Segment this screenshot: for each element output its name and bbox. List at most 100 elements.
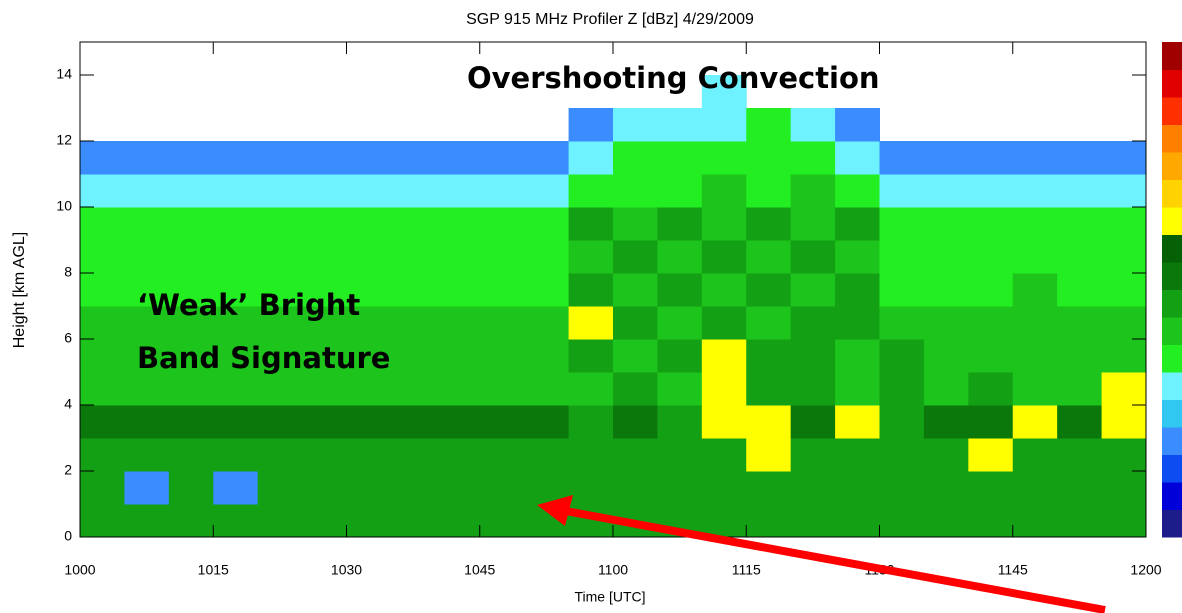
heat-cell	[568, 141, 614, 175]
heat-cell	[168, 339, 214, 373]
x-tick-label: 1030	[331, 562, 362, 578]
heat-cell	[302, 438, 347, 472]
annotation: Overshooting Convection	[467, 61, 880, 95]
heat-cell	[390, 339, 436, 373]
heat-cell	[968, 240, 1014, 274]
heat-cell	[1101, 306, 1147, 340]
colorbar-swatch	[1162, 42, 1182, 70]
heat-cell	[1012, 174, 1058, 208]
heat-cell	[302, 339, 347, 373]
heat-cell	[790, 372, 836, 406]
heat-cell	[568, 240, 614, 274]
heat-cell	[168, 207, 214, 241]
heat-cell	[790, 405, 836, 439]
heat-cell	[746, 405, 792, 439]
heat-cell	[568, 174, 614, 208]
heat-cell	[524, 174, 570, 208]
heat-cell	[346, 273, 392, 307]
heat-cell	[835, 372, 880, 406]
heat-cell	[80, 339, 125, 373]
heat-cell	[479, 273, 525, 307]
heat-cell	[657, 174, 703, 208]
heat-cell	[1012, 141, 1058, 175]
heat-cell	[80, 207, 125, 241]
heat-cell	[524, 306, 570, 340]
heat-cell	[879, 471, 925, 505]
heat-cell	[657, 339, 703, 373]
heat-cell	[879, 339, 925, 373]
heat-cell	[1057, 273, 1103, 307]
heat-cell	[657, 207, 703, 241]
heat-cell	[879, 273, 925, 307]
heat-cell	[524, 141, 570, 175]
heat-cell	[479, 207, 525, 241]
heat-cell	[746, 504, 792, 538]
heat-cell	[657, 471, 703, 505]
heat-cell	[124, 372, 170, 406]
heat-cell	[790, 438, 836, 472]
heat-cell	[923, 174, 969, 208]
x-tick-label: 1015	[198, 562, 229, 578]
heat-cell	[613, 108, 658, 142]
y-tick-label: 8	[64, 264, 72, 280]
heat-cell	[1012, 471, 1058, 505]
heat-cell	[790, 174, 836, 208]
heat-cell	[524, 207, 570, 241]
y-tick-label: 2	[64, 462, 72, 478]
heat-cell	[879, 141, 925, 175]
heat-cell	[613, 306, 658, 340]
heat-cell	[346, 405, 392, 439]
heat-cell	[968, 471, 1014, 505]
heat-cell	[302, 273, 347, 307]
heat-cell	[568, 438, 614, 472]
heat-cell	[80, 240, 125, 274]
heat-cell	[257, 141, 303, 175]
heat-cell	[835, 438, 880, 472]
colorbar-swatch	[1162, 289, 1182, 318]
heat-cell	[790, 504, 836, 538]
heat-cell	[790, 471, 836, 505]
heat-cell	[701, 273, 747, 307]
heat-cell	[390, 504, 436, 538]
heat-cell	[124, 504, 170, 538]
heat-cell	[613, 273, 658, 307]
heat-cell	[657, 141, 703, 175]
heat-cell	[701, 405, 747, 439]
y-tick-label: 14	[56, 66, 72, 82]
heat-cell	[968, 141, 1014, 175]
heat-cell	[302, 504, 347, 538]
y-axis-label: Height [km AGL]	[11, 232, 28, 349]
heat-cell	[613, 372, 658, 406]
heat-cell	[435, 306, 481, 340]
heat-cell	[1057, 471, 1103, 505]
heat-cell	[790, 141, 836, 175]
heat-cell	[435, 240, 481, 274]
heat-cell	[524, 372, 570, 406]
heat-cell	[968, 405, 1014, 439]
colorbar-swatch	[1162, 454, 1182, 483]
heat-cell	[568, 273, 614, 307]
heat-cell	[879, 504, 925, 538]
heat-cell	[879, 405, 925, 439]
heat-cell	[923, 273, 969, 307]
colorbar-swatch	[1162, 509, 1182, 538]
heat-cell	[746, 174, 792, 208]
heat-cell	[790, 207, 836, 241]
heat-cell	[879, 174, 925, 208]
heat-cell	[657, 240, 703, 274]
heat-cell	[923, 339, 969, 373]
heat-cell	[302, 240, 347, 274]
annotation: Band Signature	[137, 341, 390, 375]
heat-cell	[257, 273, 303, 307]
heat-cell	[213, 372, 259, 406]
heat-cell	[168, 405, 214, 439]
heat-cell	[124, 174, 170, 208]
heat-cell	[835, 207, 880, 241]
heat-cell	[923, 504, 969, 538]
heat-cell	[968, 174, 1014, 208]
y-tick-label: 12	[56, 132, 72, 148]
heat-cell	[302, 372, 347, 406]
heat-cell	[701, 240, 747, 274]
heat-cell	[479, 306, 525, 340]
